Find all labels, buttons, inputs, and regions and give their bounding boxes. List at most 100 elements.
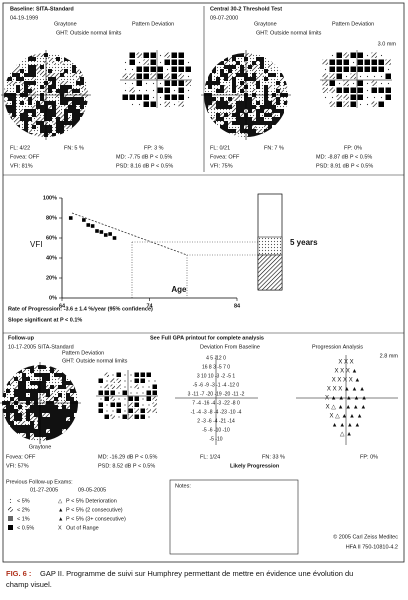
graytone-cell: [256, 121, 260, 125]
graytone-cell: [212, 101, 216, 105]
symbol: [385, 94, 391, 100]
graytone-cell: [236, 65, 240, 69]
graytone-cell: [204, 89, 208, 93]
graytone-cell: [260, 77, 264, 81]
graytone-cell: [58, 389, 62, 393]
graytone-cell: [240, 53, 244, 57]
symbol: [366, 82, 369, 85]
graytone-cell: [62, 393, 66, 397]
section-title: Follow-up: [8, 335, 35, 341]
graytone-cell: [272, 89, 276, 93]
symbol: [106, 380, 108, 382]
symbol: [357, 94, 363, 100]
y-tick-label: 40%: [46, 255, 57, 261]
graytone-cell: [248, 125, 252, 129]
legend-symbol: X: [58, 525, 62, 531]
graytone-cell: [72, 81, 76, 85]
graytone-cell: [208, 73, 212, 77]
graytone-cell: [236, 57, 240, 61]
graytone-cell: [264, 121, 268, 125]
graytone-cell: [58, 397, 62, 401]
graytone-cell: [48, 57, 52, 61]
graytone-cell: [284, 101, 288, 105]
graytone-cell: [28, 125, 32, 129]
graytone-cell: [22, 413, 26, 417]
graytone-cell: [260, 105, 264, 109]
graytone-cell: [70, 385, 74, 389]
graytone-cell: [240, 69, 244, 73]
symbol: [164, 101, 170, 107]
graytone-cell: [248, 89, 252, 93]
graytone-cell: [72, 117, 76, 121]
symbol: [136, 80, 142, 86]
graytone-cell: [56, 117, 60, 121]
graytone-cell: [68, 109, 72, 113]
trend-line: [71, 212, 188, 256]
graytone-cell: [48, 61, 52, 65]
graytone-cell: [252, 81, 256, 85]
symbol: [128, 396, 133, 401]
symbol: [357, 52, 363, 58]
graytone-cell: [268, 97, 272, 101]
graytone-cell: [232, 73, 236, 77]
symbol: [380, 75, 383, 78]
graytone-cell: [50, 421, 54, 425]
graytone-cell: [212, 73, 216, 77]
graytone-cell: [50, 365, 54, 369]
graytone-cell: [26, 437, 30, 441]
graytone-cell: [30, 429, 34, 433]
graytone-cell: [22, 405, 26, 409]
copyright: © 2005 Carl Zeiss Meditec: [333, 533, 398, 540]
graytone-cell: [40, 109, 44, 113]
symbol: [350, 66, 356, 72]
graytone-cell: [224, 105, 228, 109]
graytone-cell: [264, 61, 268, 65]
graytone-cell: [18, 389, 22, 393]
graytone-cell: [32, 73, 36, 77]
symbol: [387, 82, 390, 85]
graytone-cell: [40, 61, 44, 65]
graytone-cell: [72, 85, 76, 89]
symbol: [171, 80, 177, 86]
graytone-cell: [220, 97, 224, 101]
x-tick-label: 74: [146, 303, 153, 309]
graytone-cell: [68, 85, 72, 89]
graytone-cell: [268, 89, 272, 93]
graytone-cell: [60, 89, 64, 93]
graytone-cell: [8, 73, 12, 77]
graytone-cell: [10, 425, 14, 429]
graytone-cell: [272, 109, 276, 113]
graytone-cell: [48, 77, 52, 81]
graytone-cell: [228, 101, 232, 105]
graytone-cell: [256, 81, 260, 85]
symbol: [145, 89, 148, 92]
graytone-cell: [34, 437, 38, 441]
graytone-cell: [212, 105, 216, 109]
graytone-cell: [64, 61, 68, 65]
graytone-cell: [42, 433, 46, 437]
graytone-cell: [18, 373, 22, 377]
graytone-cell: [232, 65, 236, 69]
graytone-cell: [232, 85, 236, 89]
graytone-cell: [20, 125, 24, 129]
symbol: [364, 59, 370, 65]
symbol: [178, 73, 184, 79]
graytone-cell: [2, 397, 6, 401]
graytone-cell: [32, 69, 36, 73]
graytone-cell: [276, 73, 280, 77]
symbol: [159, 61, 162, 64]
graytone-cell: [40, 69, 44, 73]
graytone-cell: [260, 101, 264, 105]
graytone-cell: [24, 61, 28, 65]
graytone-cell: [60, 105, 64, 109]
graytone-cell: [224, 121, 228, 125]
graytone-cell: [256, 109, 260, 113]
symbol: [130, 380, 132, 382]
graytone-cell: [72, 97, 76, 101]
symbol: [124, 404, 126, 406]
symbol: [371, 87, 377, 93]
graytone-cell: [64, 57, 68, 61]
graytone-cell: [52, 121, 56, 125]
graytone-cell: [28, 121, 32, 125]
